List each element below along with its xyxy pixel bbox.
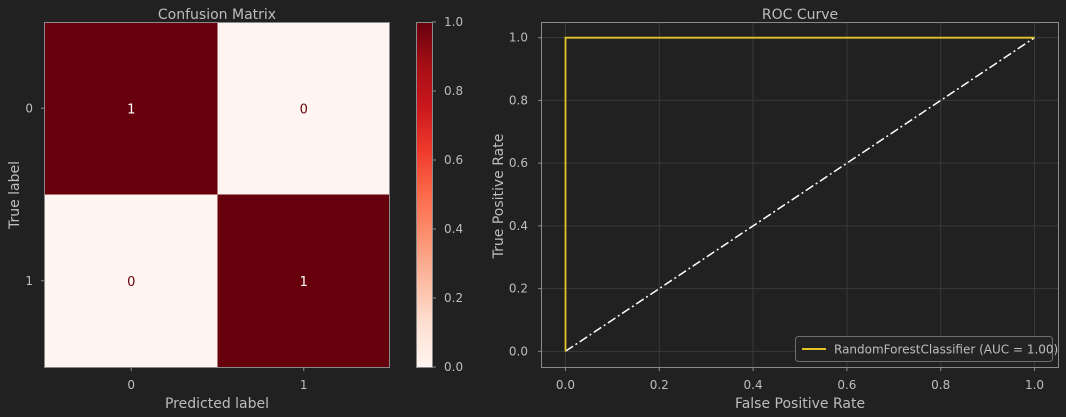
confusion-matrix-cell-label-0-0: 1: [127, 102, 135, 117]
confusion-matrix-cell-labels: 1 0 0 1: [127, 102, 308, 290]
roc-ytick-label: 0.4: [509, 219, 528, 233]
roc-xtick-label: 0.8: [931, 378, 950, 392]
roc-xtick-label: 0.2: [650, 378, 669, 392]
roc-legend-label: RandomForestClassifier (AUC = 1.00): [834, 343, 1058, 357]
roc-ytick-label: 1.0: [509, 31, 528, 45]
confusion-matrix-title: Confusion Matrix: [158, 7, 276, 23]
roc-xlabel: False Positive Rate: [735, 396, 865, 412]
confusion-matrix-xlabel: Predicted label: [165, 396, 269, 412]
confusion-matrix-cell-label-1-0: 0: [127, 275, 135, 290]
confusion-matrix-cell-1-1: [217, 194, 390, 367]
confusion-matrix-panel: Confusion Matrix 1 0 0 1 0 1 0 1 Predicted lab…: [7, 7, 390, 412]
confusion-matrix-cell-label-1-1: 1: [300, 275, 308, 290]
colorbar-tick-label: 0.6: [444, 153, 463, 167]
confusion-matrix-ytick-label: 1: [25, 274, 33, 288]
roc-ytick-label: 0.2: [509, 282, 528, 296]
roc-panel: ROC Curve 0.0 0.2 0.4 0.6 0.8 1.0 0.0 0.2 0.4 0.6…: [491, 7, 1059, 412]
confusion-matrix-ytick-label: 0: [25, 101, 33, 115]
colorbar-tick-label: 0.2: [444, 291, 463, 305]
roc-ytick-label: 0.0: [509, 344, 528, 358]
confusion-matrix-cells: [45, 22, 390, 367]
confusion-matrix-cell-0-0: [45, 22, 218, 195]
colorbar-tick-label: 0.4: [444, 222, 463, 236]
confusion-matrix-xtick-label: 1: [300, 378, 308, 392]
confusion-matrix-ylabel: True label: [7, 161, 23, 230]
roc-frame: [541, 22, 1059, 368]
roc-ylabel: True Positive Rate: [491, 134, 507, 260]
confusion-matrix-cell-1-0: [45, 194, 218, 367]
confusion-matrix-cell-label-0-1: 0: [300, 102, 308, 117]
colorbar-frame: [416, 22, 433, 368]
confusion-matrix-xtick-label: 0: [127, 378, 135, 392]
confusion-matrix-frame: [44, 22, 390, 368]
roc-title: ROC Curve: [762, 7, 838, 23]
colorbar-tick-label: 1.0: [444, 15, 463, 29]
roc-curve-line: [564, 36, 1035, 352]
roc-xtick-label: 1.0: [1025, 378, 1044, 392]
roc-xtick-label: 0.4: [744, 378, 763, 392]
roc-legend-box: [795, 336, 1053, 362]
confusion-matrix-ticks: 0 1 0 1: [25, 101, 307, 392]
colorbar-ticks: 0.0 0.2 0.4 0.6 0.8 1.0: [432, 15, 463, 374]
roc-legend: RandomForestClassifier (AUC = 1.00): [795, 336, 1058, 362]
roc-ytick-label: 0.6: [509, 156, 528, 170]
colorbar-tick-label: 0.8: [444, 84, 463, 98]
colorbar-tick-label: 0.0: [444, 360, 463, 374]
colorbar: 0.0 0.2 0.4 0.6 0.8 1.0: [416, 15, 463, 374]
confusion-matrix-cell-0-1: [217, 22, 390, 195]
colorbar-gradient: [416, 22, 432, 367]
roc-xtick-label: 0.6: [837, 378, 856, 392]
roc-xtick-label: 0.0: [556, 378, 575, 392]
roc-ytick-label: 0.8: [509, 93, 528, 107]
roc-ticks: 0.0 0.2 0.4 0.6 0.8 1.0 0.0 0.2 0.4 0.6 0.8 1.0: [509, 31, 1044, 392]
roc-lines: [564, 36, 1035, 352]
